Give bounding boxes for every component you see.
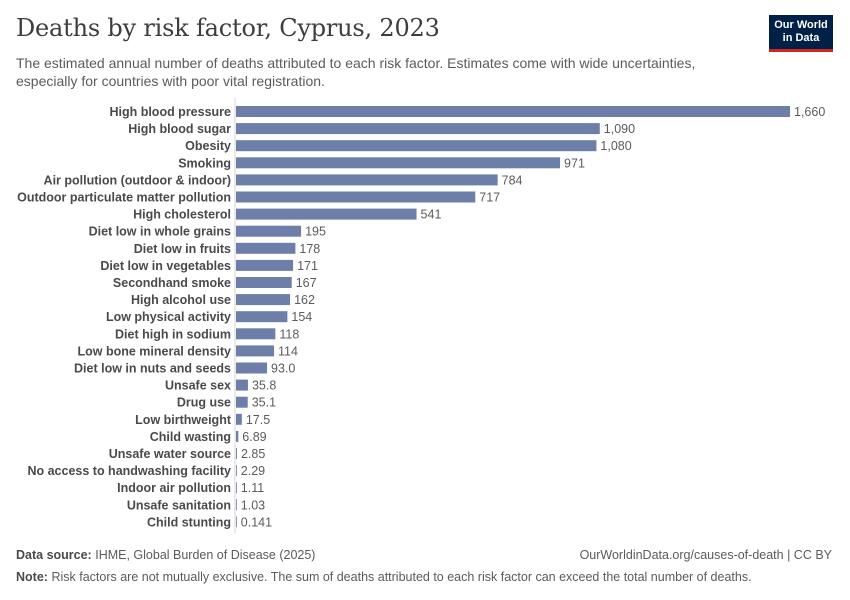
- bar[interactable]: [236, 277, 292, 288]
- category-label: High blood pressure: [109, 105, 231, 119]
- category-label: Diet low in fruits: [134, 242, 231, 256]
- value-label: 1.11: [241, 481, 264, 495]
- data-source-label: Data source:: [16, 548, 92, 562]
- category-label: Diet high in sodium: [115, 327, 231, 341]
- category-label: Diet low in vegetables: [100, 259, 231, 273]
- category-label: Indoor air pollution: [117, 481, 231, 495]
- bar-chart: High blood pressure 1,660 High blood sugar…: [17, 98, 825, 534]
- value-label: 195: [305, 225, 326, 239]
- data-source: Data source: IHME, Global Burden of Dise…: [16, 548, 315, 562]
- chart-title: Deaths by risk factor, Cyprus, 2023: [16, 14, 440, 42]
- bar[interactable]: [236, 362, 268, 374]
- category-label: Obesity: [185, 139, 231, 153]
- value-label: 2.29: [241, 464, 265, 478]
- bar[interactable]: [236, 430, 239, 442]
- chart-note: Note: Risk factors are not mutually excl…: [16, 570, 752, 584]
- category-label: Unsafe sex: [165, 379, 231, 393]
- value-label: 541: [421, 208, 442, 222]
- data-source-text[interactable]: IHME, Global Burden of Disease (2025): [95, 548, 316, 562]
- note-text: Risk factors are not mutually exclusive.…: [51, 570, 752, 584]
- source-url[interactable]: OurWorldinData.org/causes-of-death | CC …: [579, 548, 832, 562]
- bar[interactable]: [236, 379, 248, 391]
- category-label: Child stunting: [147, 515, 231, 529]
- bar[interactable]: [236, 465, 237, 477]
- bar[interactable]: [236, 396, 248, 408]
- bar[interactable]: [236, 191, 476, 203]
- value-label: 114: [278, 344, 298, 358]
- bar[interactable]: [236, 106, 790, 117]
- category-label: Child wasting: [150, 430, 231, 444]
- value-label: 2.85: [241, 447, 265, 461]
- bar[interactable]: [236, 294, 291, 306]
- value-label: 6.89: [242, 430, 266, 444]
- bar[interactable]: [236, 157, 561, 169]
- value-label: 118: [279, 327, 299, 341]
- category-label: Unsafe water source: [109, 447, 231, 461]
- value-label: 971: [564, 156, 585, 170]
- value-label: 717: [479, 191, 500, 205]
- value-label: 0.141: [241, 515, 272, 529]
- bar[interactable]: [236, 311, 288, 323]
- bar[interactable]: [236, 345, 275, 357]
- bar[interactable]: [236, 259, 294, 271]
- bar[interactable]: [236, 242, 296, 254]
- value-label: 162: [294, 293, 315, 307]
- bar[interactable]: [236, 499, 237, 511]
- value-label: 154: [291, 310, 312, 324]
- category-label: Diet low in nuts and seeds: [74, 362, 231, 376]
- category-label: Smoking: [178, 156, 231, 170]
- category-label: Outdoor particulate matter pollution: [17, 191, 231, 205]
- value-label: 1.03: [241, 498, 265, 512]
- category-label: No access to handwashing facility: [27, 464, 231, 478]
- category-label: Drug use: [177, 396, 231, 410]
- value-label: 35.1: [252, 396, 276, 410]
- category-label: Unsafe sanitation: [127, 498, 231, 512]
- category-label: Air pollution (outdoor & indoor): [44, 173, 231, 187]
- value-label: 1,090: [604, 122, 635, 136]
- category-label: Secondhand smoke: [113, 276, 231, 290]
- value-label: 17.5: [246, 413, 270, 427]
- bar[interactable]: [236, 328, 276, 340]
- value-label: 178: [299, 242, 320, 256]
- category-label: Low bone mineral density: [78, 344, 232, 358]
- category-label: Diet low in whole grains: [89, 225, 231, 239]
- value-label: 784: [502, 173, 523, 187]
- category-label: High blood sugar: [128, 122, 231, 136]
- category-label: High cholesterol: [133, 208, 231, 222]
- bar[interactable]: [236, 448, 237, 459]
- logo-line-2: in Data: [782, 32, 820, 44]
- logo-line-1: Our World: [774, 19, 828, 31]
- bar[interactable]: [236, 516, 237, 528]
- bar[interactable]: [236, 174, 498, 186]
- bar[interactable]: [236, 123, 600, 135]
- value-label: 167: [296, 276, 317, 290]
- value-label: 93.0: [271, 362, 295, 376]
- bar[interactable]: [236, 140, 597, 152]
- note-label: Note:: [16, 570, 48, 584]
- value-label: 1,660: [794, 105, 825, 119]
- value-label: 1,080: [600, 139, 631, 153]
- category-label: High alcohol use: [131, 293, 231, 307]
- bar[interactable]: [236, 208, 417, 220]
- category-label: Low birthweight: [135, 413, 232, 427]
- bar[interactable]: [236, 482, 237, 494]
- bar[interactable]: [236, 225, 302, 237]
- category-label: Low physical activity: [106, 310, 231, 324]
- bar[interactable]: [236, 413, 242, 425]
- owid-logo[interactable]: Our World in Data: [769, 15, 833, 52]
- value-label: 171: [297, 259, 318, 273]
- chart-subtitle: The estimated annual number of deaths at…: [16, 55, 696, 89]
- value-label: 35.8: [252, 379, 276, 393]
